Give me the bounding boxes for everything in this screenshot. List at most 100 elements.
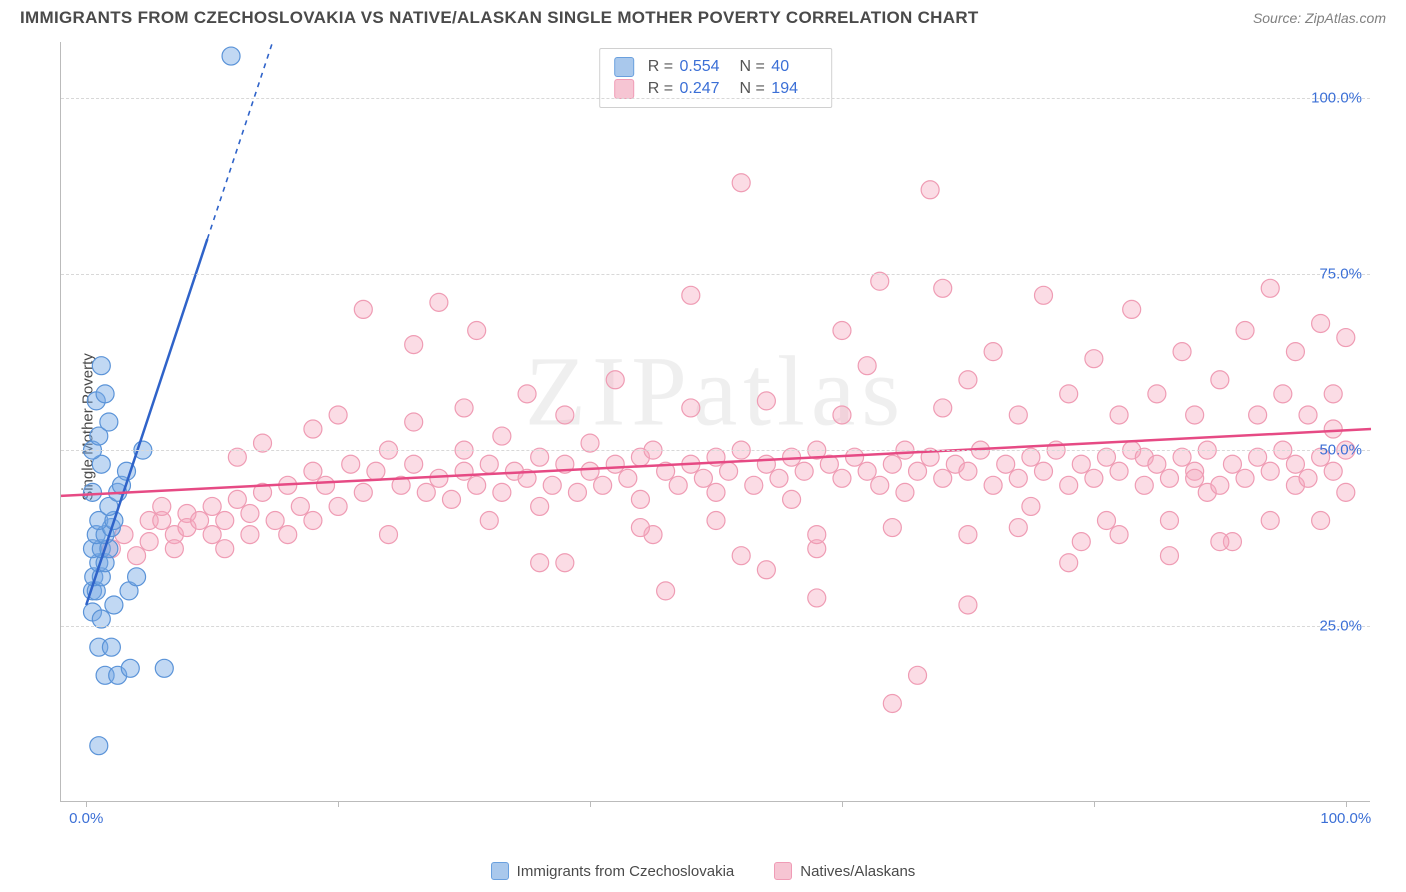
scatter-point-pink (883, 694, 901, 712)
scatter-point-pink (1097, 512, 1115, 530)
scatter-point-pink (984, 476, 1002, 494)
scatter-point-pink (1249, 406, 1267, 424)
scatter-point-blue (121, 659, 139, 677)
scatter-point-pink (1261, 279, 1279, 297)
scatter-point-pink (682, 399, 700, 417)
scatter-point-pink (1110, 462, 1128, 480)
scatter-point-pink (581, 462, 599, 480)
scatter-point-pink (934, 279, 952, 297)
legend-n-value-pink: 194 (771, 80, 817, 98)
scatter-point-pink (694, 469, 712, 487)
scatter-point-pink (468, 322, 486, 340)
legend-r-value-blue: 0.554 (680, 58, 726, 76)
scatter-point-pink (266, 512, 284, 530)
scatter-point-blue (105, 596, 123, 614)
scatter-point-pink (959, 371, 977, 389)
scatter-point-blue (155, 659, 173, 677)
scatter-point-pink (909, 666, 927, 684)
x-tick (86, 801, 87, 807)
scatter-point-pink (1173, 343, 1191, 361)
scatter-point-pink (1186, 469, 1204, 487)
scatter-point-pink (959, 526, 977, 544)
legend-swatch-pink (614, 79, 634, 99)
scatter-point-pink (1337, 329, 1355, 347)
scatter-point-pink (858, 462, 876, 480)
x-tick-label: 100.0% (1320, 810, 1371, 827)
scatter-point-pink (417, 483, 435, 501)
scatter-point-blue (102, 638, 120, 656)
scatter-point-pink (1274, 385, 1292, 403)
x-tick (842, 801, 843, 807)
y-tick-label: 50.0% (1319, 442, 1362, 459)
legend-label-pink: Natives/Alaskans (800, 863, 915, 880)
scatter-point-pink (1072, 533, 1090, 551)
scatter-point-blue (83, 483, 101, 501)
scatter-point-pink (1060, 385, 1078, 403)
x-tick-label: 0.0% (69, 810, 103, 827)
gridline-h (61, 274, 1370, 275)
scatter-point-pink (1035, 462, 1053, 480)
scatter-point-blue (100, 413, 118, 431)
scatter-point-pink (921, 181, 939, 199)
scatter-point-pink (1299, 469, 1317, 487)
y-tick-label: 75.0% (1319, 266, 1362, 283)
legend-n-value-blue: 40 (771, 58, 817, 76)
legend-r-label: R = 0.554 (648, 58, 726, 76)
scatter-point-pink (153, 497, 171, 515)
scatter-point-pink (783, 490, 801, 508)
scatter-point-pink (883, 519, 901, 537)
scatter-point-pink (518, 385, 536, 403)
scatter-point-pink (883, 455, 901, 473)
scatter-point-pink (606, 371, 624, 389)
scatter-point-pink (367, 462, 385, 480)
scatter-point-pink (1223, 455, 1241, 473)
scatter-point-pink (531, 497, 549, 515)
scatter-point-pink (833, 322, 851, 340)
scatter-point-pink (1324, 385, 1342, 403)
scatter-point-blue (90, 737, 108, 755)
scatter-point-pink (380, 526, 398, 544)
scatter-point-pink (732, 547, 750, 565)
scatter-point-pink (1186, 406, 1204, 424)
scatter-point-pink (770, 469, 788, 487)
scatter-point-pink (1236, 469, 1254, 487)
scatter-point-pink (430, 293, 448, 311)
scatter-point-pink (1211, 371, 1229, 389)
scatter-point-pink (317, 476, 335, 494)
legend-swatch-blue (614, 57, 634, 77)
scatter-point-pink (1324, 462, 1342, 480)
x-tick (338, 801, 339, 807)
scatter-point-pink (531, 554, 549, 572)
scatter-point-pink (959, 462, 977, 480)
scatter-point-pink (1022, 497, 1040, 515)
scatter-point-pink (720, 462, 738, 480)
scatter-point-pink (342, 455, 360, 473)
scatter-point-pink (493, 427, 511, 445)
scatter-point-pink (871, 476, 889, 494)
scatter-point-pink (216, 540, 234, 558)
scatter-point-pink (1148, 455, 1166, 473)
legend-n-label: N = 40 (740, 58, 818, 76)
scatter-point-pink (480, 512, 498, 530)
scatter-point-pink (909, 462, 927, 480)
source-attribution: Source: ZipAtlas.com (1253, 10, 1386, 26)
scatter-point-pink (1312, 314, 1330, 332)
scatter-svg (61, 42, 1371, 802)
chart-container: Single Mother Poverty ZIPatlas R = 0.554… (20, 32, 1386, 822)
scatter-point-pink (997, 455, 1015, 473)
scatter-point-pink (455, 399, 473, 417)
scatter-point-blue (222, 47, 240, 65)
scatter-point-pink (619, 469, 637, 487)
scatter-point-pink (594, 476, 612, 494)
legend-n-label: N = 194 (740, 80, 818, 98)
scatter-point-pink (1009, 519, 1027, 537)
scatter-point-pink (707, 512, 725, 530)
scatter-point-pink (669, 476, 687, 494)
scatter-point-pink (795, 462, 813, 480)
source-name: ZipAtlas.com (1305, 10, 1386, 26)
scatter-point-pink (896, 483, 914, 501)
scatter-point-pink (430, 469, 448, 487)
scatter-point-pink (707, 483, 725, 501)
legend-stats-row-blue: R = 0.554 N = 40 (614, 57, 818, 77)
scatter-point-pink (1160, 512, 1178, 530)
